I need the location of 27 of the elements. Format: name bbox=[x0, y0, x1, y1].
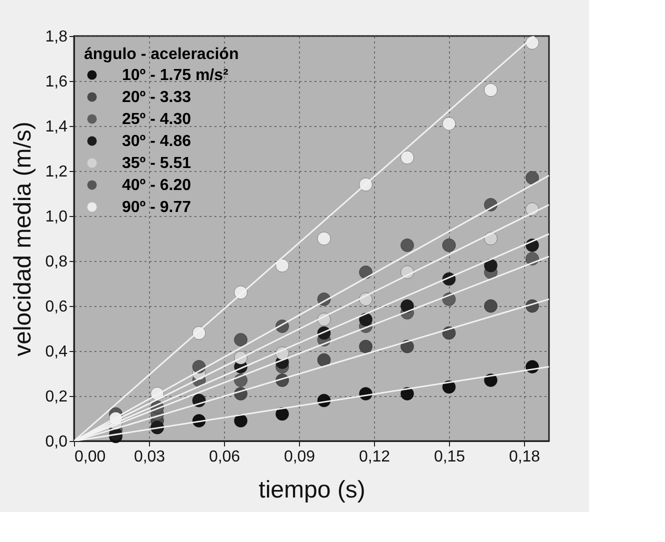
x-tick-label: 0,15 bbox=[434, 448, 466, 466]
y-tick-label: 1,4 bbox=[45, 118, 68, 136]
legend-label: 25º - 4.30 bbox=[122, 111, 192, 128]
y-tick-label: 0,4 bbox=[45, 344, 68, 360]
x-tick-label: 0,18 bbox=[508, 448, 540, 466]
y-axis-title: velocidad media (m/s) bbox=[9, 122, 36, 356]
y-tick-label: 1,0 bbox=[45, 208, 68, 226]
y-tick-label: 0,2 bbox=[45, 388, 68, 406]
y-tick-label: 1,6 bbox=[45, 74, 68, 90]
y-tick-label: 0,0 bbox=[45, 434, 68, 450]
y-tick-label: 1,8 bbox=[45, 28, 68, 46]
y-tick-label: 1,2 bbox=[45, 164, 68, 180]
legend-label: 35º - 5.51 bbox=[122, 155, 192, 172]
y-tick-label: 0,8 bbox=[45, 254, 68, 270]
y-tick-label: 0,6 bbox=[45, 298, 68, 316]
legend-label: 10º - 1.75 m/s² bbox=[122, 67, 228, 84]
x-tick-label: 0,03 bbox=[134, 448, 166, 466]
legend-label: 40º - 6.20 bbox=[122, 177, 192, 194]
x-tick-label: 0,00 bbox=[74, 448, 106, 466]
x-tick-label: 0,06 bbox=[208, 448, 240, 466]
legend-title: ángulo - aceleración bbox=[84, 46, 239, 63]
legend-label: 90º - 9.77 bbox=[122, 199, 192, 216]
x-tick-label: 0,12 bbox=[358, 448, 390, 466]
legend-label: 20º - 3.33 bbox=[122, 89, 192, 106]
legend-label: 30º - 4.86 bbox=[122, 133, 192, 150]
x-tick-label: 0,09 bbox=[284, 448, 316, 466]
x-axis-title: tiempo (s) bbox=[258, 476, 366, 504]
